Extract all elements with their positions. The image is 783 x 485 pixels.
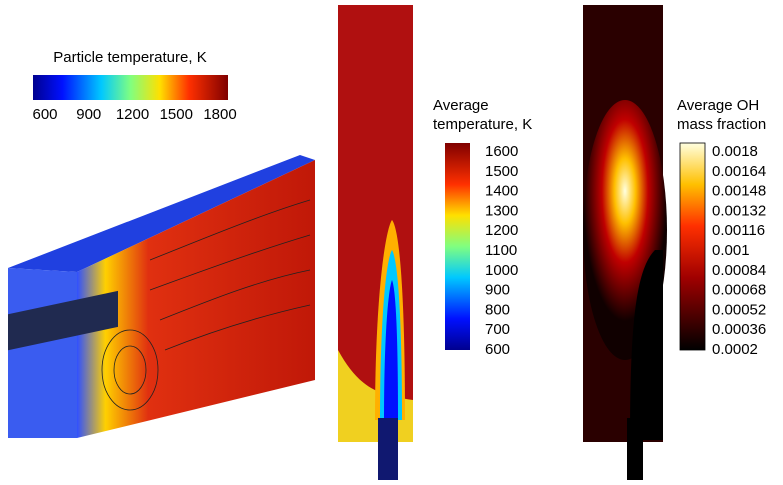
colorbar-tick-label: 0.00148 — [712, 183, 766, 200]
colorbar-tick-label: 0.00068 — [712, 282, 766, 299]
front-face — [77, 160, 315, 438]
colorbar-title: Particle temperature, K — [53, 49, 206, 66]
colorbar-tick-label: 0.00052 — [712, 301, 766, 318]
inlet-pipe — [8, 290, 118, 351]
colorbar-tick-label: 0.0002 — [712, 341, 758, 358]
colorbar-tick-label: 0.00116 — [712, 222, 765, 239]
colorbar-tick-label: 600 — [485, 341, 510, 358]
colorbar-tick-label: 1200 — [116, 106, 149, 123]
temperature-field — [338, 5, 413, 480]
colorbar-tick-label: 1000 — [485, 262, 518, 279]
colorbar-tick-label: 0.00084 — [712, 262, 766, 279]
colorbar-tick-label: 1800 — [203, 106, 236, 123]
colorbar — [679, 142, 706, 351]
colorbar-tick-label: 1500 — [160, 106, 193, 123]
colorbar-tick-label: 0.0018 — [712, 143, 758, 160]
side-face — [8, 268, 77, 438]
colorbar-tick-label: 700 — [485, 321, 510, 338]
colorbar-tick-label: 800 — [485, 301, 510, 318]
colorbar-tick-label: 0.00036 — [712, 321, 766, 338]
colorbar — [33, 75, 228, 100]
colorbar-title: mass fraction — [677, 116, 766, 133]
colorbar-tick-label: 1600 — [485, 143, 518, 160]
oh-field — [583, 5, 667, 480]
colorbar-tick-label: 0.00132 — [712, 202, 766, 219]
colorbar-tick-label: 900 — [76, 106, 101, 123]
colorbar-tick-label: 1500 — [485, 163, 518, 180]
colorbar-tick-label: 1400 — [485, 183, 518, 200]
colorbar-tick-label: 0.00164 — [712, 163, 766, 180]
colorbar-tick-label: 0.001 — [712, 242, 750, 259]
colorbar-title: temperature, K — [433, 116, 532, 133]
top-face — [8, 155, 315, 272]
colorbar — [445, 143, 470, 350]
colorbar-tick-label: 1100 — [485, 242, 517, 259]
particle-view — [8, 155, 315, 438]
streamlines — [101, 199, 311, 411]
colorbar-tick-label: 900 — [485, 282, 510, 299]
colorbar-title: Average OH — [677, 97, 759, 114]
colorbar-tick-label: 600 — [32, 106, 57, 123]
colorbar-tick-label: 1200 — [485, 222, 518, 239]
colorbar-tick-label: 1300 — [485, 202, 518, 219]
colorbar-title: Average — [433, 97, 489, 114]
